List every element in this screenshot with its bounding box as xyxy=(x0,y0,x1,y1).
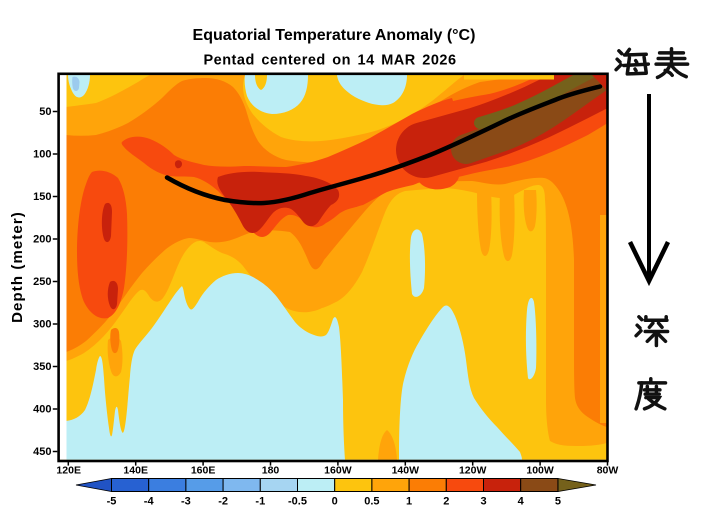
svg-text:250: 250 xyxy=(33,276,51,288)
svg-text:0: 0 xyxy=(332,496,338,508)
svg-text:200: 200 xyxy=(33,234,51,246)
svg-text:140E: 140E xyxy=(123,465,148,477)
svg-text:120E: 120E xyxy=(56,465,81,477)
svg-text:350: 350 xyxy=(33,361,51,373)
svg-text:0.5: 0.5 xyxy=(364,496,379,508)
svg-text:160E: 160E xyxy=(191,465,216,477)
svg-text:100W: 100W xyxy=(526,465,554,477)
svg-text:150: 150 xyxy=(33,191,51,203)
svg-text:-0.5: -0.5 xyxy=(288,496,307,508)
svg-text:-4: -4 xyxy=(144,496,155,508)
svg-text:Equatorial Temperature Anomaly: Equatorial Temperature Anomaly (°C) xyxy=(193,27,476,44)
svg-text:180: 180 xyxy=(262,465,280,477)
svg-text:140W: 140W xyxy=(392,465,420,477)
svg-text:300: 300 xyxy=(33,319,51,331)
svg-text:100: 100 xyxy=(33,149,51,161)
svg-text:-3: -3 xyxy=(181,496,191,508)
svg-text:3: 3 xyxy=(480,496,486,508)
svg-text:1: 1 xyxy=(406,496,412,508)
svg-text:Pentad centered on 14 MAR 2026: Pentad centered on 14 MAR 2026 xyxy=(203,53,456,69)
svg-text:80W: 80W xyxy=(597,465,619,477)
svg-text:5: 5 xyxy=(555,496,561,508)
svg-text:50: 50 xyxy=(39,106,51,118)
svg-text:-5: -5 xyxy=(107,496,117,508)
svg-text:120W: 120W xyxy=(459,465,487,477)
svg-text:400: 400 xyxy=(33,404,51,416)
svg-text:160W: 160W xyxy=(324,465,352,477)
svg-text:4: 4 xyxy=(518,496,525,508)
svg-text:450: 450 xyxy=(33,446,51,458)
svg-text:-2: -2 xyxy=(218,496,228,508)
svg-text:Depth (meter): Depth (meter) xyxy=(9,211,26,323)
svg-text:-1: -1 xyxy=(255,496,265,508)
svg-text:2: 2 xyxy=(443,496,449,508)
